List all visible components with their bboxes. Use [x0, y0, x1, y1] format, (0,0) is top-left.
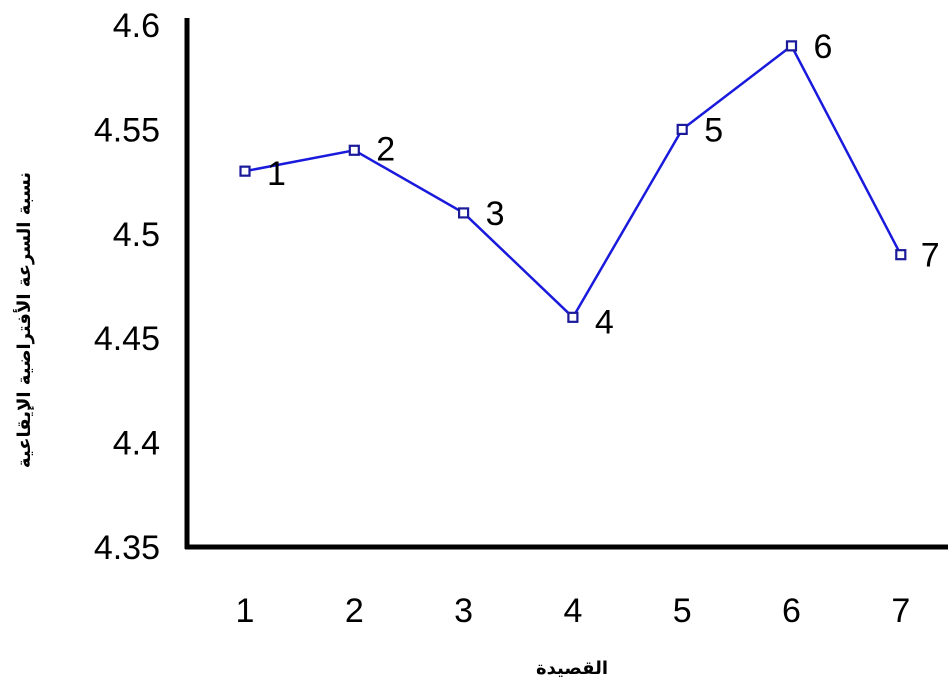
y-tick-labels: 4.35 4.4 4.45 4.5 4.55 4.6: [94, 7, 160, 567]
data-point: [567, 311, 579, 323]
series-line: [244, 43, 902, 320]
point-label: 1: [267, 155, 286, 193]
x-tick-label: 1: [236, 592, 255, 630]
y-tick-label: 4.6: [113, 7, 160, 45]
data-point: [458, 207, 470, 219]
point-label: 6: [814, 28, 833, 66]
x-tick-label: 7: [891, 592, 910, 630]
data-markers: [239, 40, 907, 323]
point-label: 3: [486, 195, 505, 233]
y-axis-title: نسبة السرعة الأفتراضية الإيقاعية: [13, 172, 35, 468]
y-tick-label: 4.35: [94, 529, 160, 567]
x-tick-label: 3: [454, 592, 473, 630]
data-point: [239, 165, 251, 177]
x-tick-labels: 1 2 3 4 5 6 7: [236, 592, 911, 630]
point-label: 7: [921, 237, 940, 275]
y-tick-label: 4.5: [113, 216, 160, 254]
data-point: [785, 40, 798, 52]
y-tick-label: 4.45: [94, 320, 160, 358]
x-tick-label: 2: [345, 592, 364, 630]
point-labels: 1 2 3 4 5 6 7: [267, 28, 940, 341]
x-tick-label: 5: [673, 592, 692, 630]
point-label: 5: [704, 111, 723, 149]
point-label: 2: [376, 130, 395, 168]
x-tick-label: 6: [782, 592, 801, 630]
y-tick-label: 4.4: [113, 425, 160, 463]
y-tick-label: 4.55: [94, 111, 160, 149]
data-point: [676, 123, 688, 136]
point-label: 4: [595, 303, 614, 341]
x-tick-label: 4: [563, 592, 582, 630]
data-point: [895, 249, 907, 261]
x-axis-title: القصيدة: [536, 658, 608, 679]
data-point: [348, 144, 360, 156]
